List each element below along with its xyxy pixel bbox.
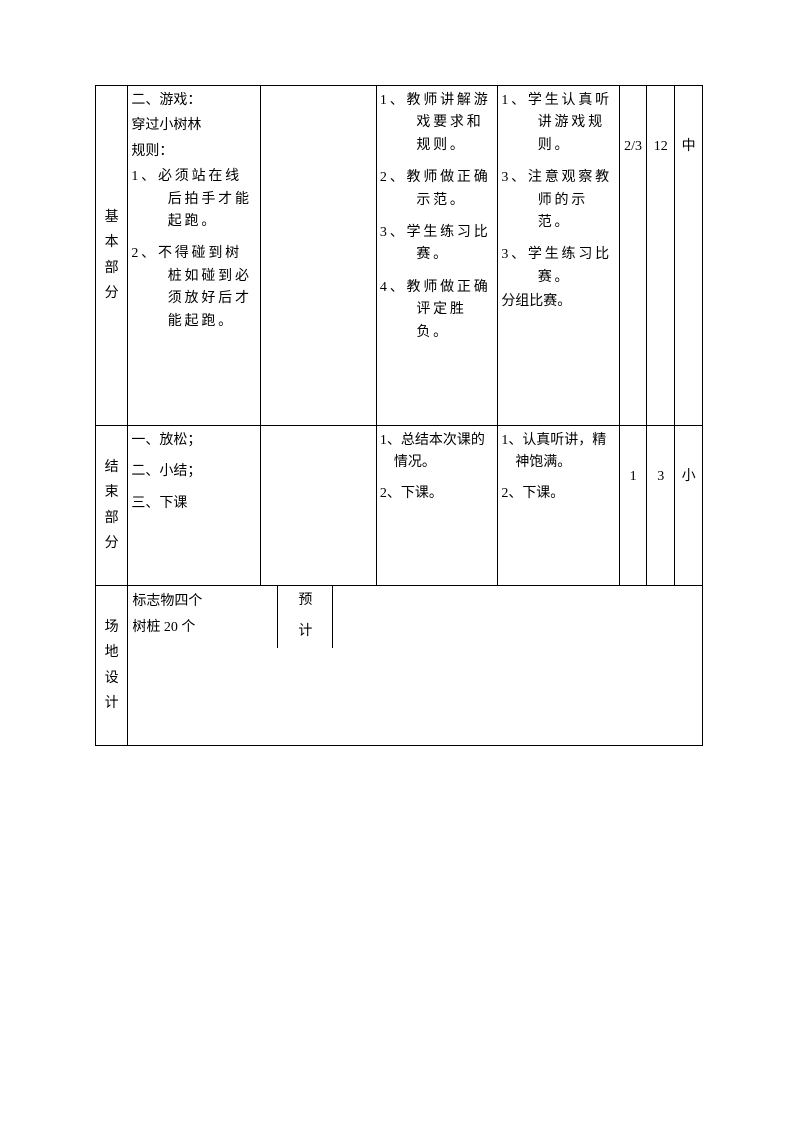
equip-line: 树桩 20 个 — [132, 617, 202, 639]
cell-forecast-label: 预 计 — [278, 586, 333, 648]
activity-sub1: 穿过小树林 — [131, 115, 257, 137]
cell-time: 3 — [647, 426, 675, 586]
end-line: 一、放松； — [131, 430, 257, 452]
activity-sub2: 规则： — [131, 141, 257, 163]
row-header-basic: 基 本 部 分 — [96, 86, 128, 426]
cell-ratio: 1 — [619, 426, 647, 586]
end-line: 二、小结； — [131, 461, 257, 483]
row-header-field: 场 地 设 计 — [96, 586, 128, 746]
student-item: 3、注意观察教师的示范。 — [501, 167, 615, 234]
cell-activity: 一、放松； 二、小结； 三、下课 — [128, 426, 261, 586]
cell-teacher: 1、教师讲解游戏要求和规则。 2、教师做正确示范。 3、学生练习比赛。 4、教师… — [376, 86, 497, 426]
student-tail: 分组比赛。 — [501, 291, 615, 313]
cell-time: 12 — [647, 86, 675, 426]
activity-item: 2、不得碰到树桩如碰到必须放好后才能起跑。 — [131, 243, 257, 333]
cell-empty — [261, 426, 377, 586]
cell-teacher: 1、总结本次课的情况。 2、下课。 — [376, 426, 497, 586]
table-row: 基 本 部 分 二、游戏： 穿过小树林 规则： 1、必须站在线后拍手才能起跑。 … — [96, 86, 703, 426]
teacher-item: 1、总结本次课的情况。 — [380, 430, 494, 475]
activity-title: 二、游戏： — [131, 90, 257, 112]
equip-line: 标志物四个 — [132, 591, 202, 613]
teacher-item: 1、教师讲解游戏要求和规则。 — [380, 90, 494, 157]
cell-activity: 二、游戏： 穿过小树林 规则： 1、必须站在线后拍手才能起跑。 2、不得碰到树桩… — [128, 86, 261, 426]
table-row: 场 地 设 计 标志物四个 树桩 20 个 预 计 — [96, 586, 703, 746]
student-item: 1、学生认真听讲游戏规则。 — [501, 90, 615, 157]
cell-student: 1、认真听讲，精神饱满。 2、下课。 — [498, 426, 619, 586]
activity-item: 1、必须站在线后拍手才能起跑。 — [131, 166, 257, 233]
cell-intensity: 中 — [675, 86, 703, 426]
cell-intensity: 小 — [675, 426, 703, 586]
cell-ratio: 2/3 — [619, 86, 647, 426]
student-item: 1、认真听讲，精神饱满。 — [501, 430, 615, 475]
table-row: 结 束 部 分 一、放松； 二、小结； 三、下课 1、总结本次课的情况。 2、下… — [96, 426, 703, 586]
end-line: 三、下课 — [131, 493, 257, 515]
lesson-plan-table: 基 本 部 分 二、游戏： 穿过小树林 规则： 1、必须站在线后拍手才能起跑。 … — [95, 85, 703, 746]
student-item: 3、学生练习比赛。 — [501, 244, 615, 289]
teacher-item: 3、学生练习比赛。 — [380, 222, 494, 267]
cell-forecast-content — [333, 586, 702, 648]
cell-student: 1、学生认真听讲游戏规则。 3、注意观察教师的示范。 3、学生练习比赛。 分组比… — [498, 86, 619, 426]
student-item: 2、下课。 — [501, 483, 615, 505]
cell-equipment: 标志物四个 树桩 20 个 — [128, 586, 278, 648]
row-header-end: 结 束 部 分 — [96, 426, 128, 586]
cell-empty — [261, 86, 377, 426]
cell-equipment-wrap: 标志物四个 树桩 20 个 预 计 — [128, 586, 703, 746]
teacher-item: 4、教师做正确评定胜负。 — [380, 277, 494, 344]
teacher-item: 2、教师做正确示范。 — [380, 167, 494, 212]
teacher-item: 2、下课。 — [380, 483, 494, 505]
